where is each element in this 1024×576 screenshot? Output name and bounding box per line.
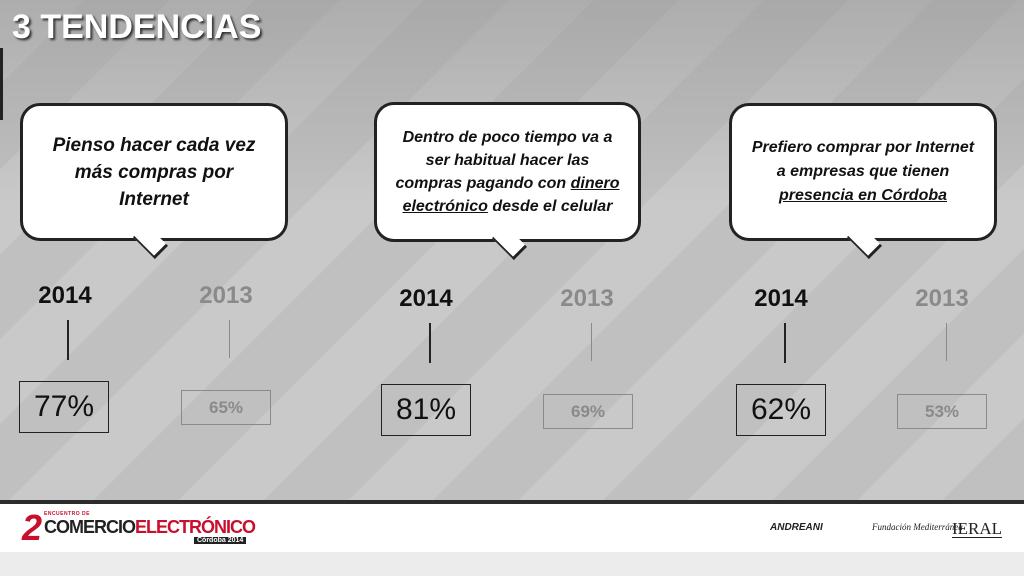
tick-2013 — [946, 323, 947, 361]
year-2014-label: 2014 — [399, 285, 453, 312]
logo-word-comercio: COMERCIO — [44, 517, 136, 537]
bubble-text: Pienso hacer cada vez más compras por In… — [52, 134, 256, 210]
sponsor-andreani-logo: ANDREANI — [770, 522, 823, 533]
speech-bubble-trend-2: Dentro de poco tiempo va a ser habitual … — [374, 102, 641, 242]
event-logo: 2 ENCUENTRO DE COMERCIOELECTRÓNICO Córdo… — [22, 508, 262, 548]
logo-small-text: ENCUENTRO DE — [44, 511, 91, 517]
bubble-text-underlined: dinero electrónico — [402, 175, 620, 215]
tick-2014 — [67, 320, 69, 360]
tick-2013 — [591, 323, 592, 361]
logo-city: Córdoba 2014 — [194, 537, 247, 544]
bubble-text-after: desde el celular — [487, 198, 613, 215]
year-2014-label: 2014 — [38, 282, 92, 309]
slide-title: 3 TENDENCIAS — [12, 8, 262, 46]
footer-bar — [0, 500, 1024, 552]
bubble-text: Prefiero comprar por Internet a empresas… — [750, 136, 976, 208]
bubble-text: Dentro de poco tiempo va a ser habitual … — [393, 126, 622, 218]
value-2013-box: 65% — [181, 390, 271, 425]
logo-number: 2 — [22, 507, 43, 548]
bubble-text-before: Dentro de poco tiempo va a ser habitual … — [395, 129, 613, 192]
value-2013-box: 69% — [543, 394, 633, 429]
year-2014-label: 2014 — [754, 285, 808, 312]
value-2014-box: 62% — [736, 384, 826, 436]
tick-2014 — [429, 323, 431, 363]
title-accent-bar — [0, 48, 3, 120]
bubble-text-underlined: presencia en Córdoba — [778, 187, 948, 204]
speech-bubble-trend-1: Pienso hacer cada vez más compras por In… — [20, 103, 288, 241]
logo-word-electronico: ELECTRÓNICO — [135, 517, 256, 537]
tick-2014 — [784, 323, 786, 363]
logo-wordmark: COMERCIOELECTRÓNICO — [44, 517, 256, 538]
bubble-text-before: Prefiero comprar por Internet a empresas… — [751, 139, 975, 180]
year-2013-label: 2013 — [915, 285, 969, 312]
sponsor-fundacion-logo: Fundación Mediterránea — [872, 522, 963, 532]
value-2013-box: 53% — [897, 394, 987, 429]
year-2013-label: 2013 — [199, 282, 253, 309]
value-2014-box: 77% — [19, 381, 109, 433]
speech-bubble-trend-3: Prefiero comprar por Internet a empresas… — [729, 103, 997, 241]
footer-shadow — [0, 552, 1024, 576]
sponsor-ieral-logo: IERAL — [952, 519, 1003, 538]
value-2014-box: 81% — [381, 384, 471, 436]
tick-2013 — [229, 320, 230, 358]
year-2013-label: 2013 — [560, 285, 614, 312]
